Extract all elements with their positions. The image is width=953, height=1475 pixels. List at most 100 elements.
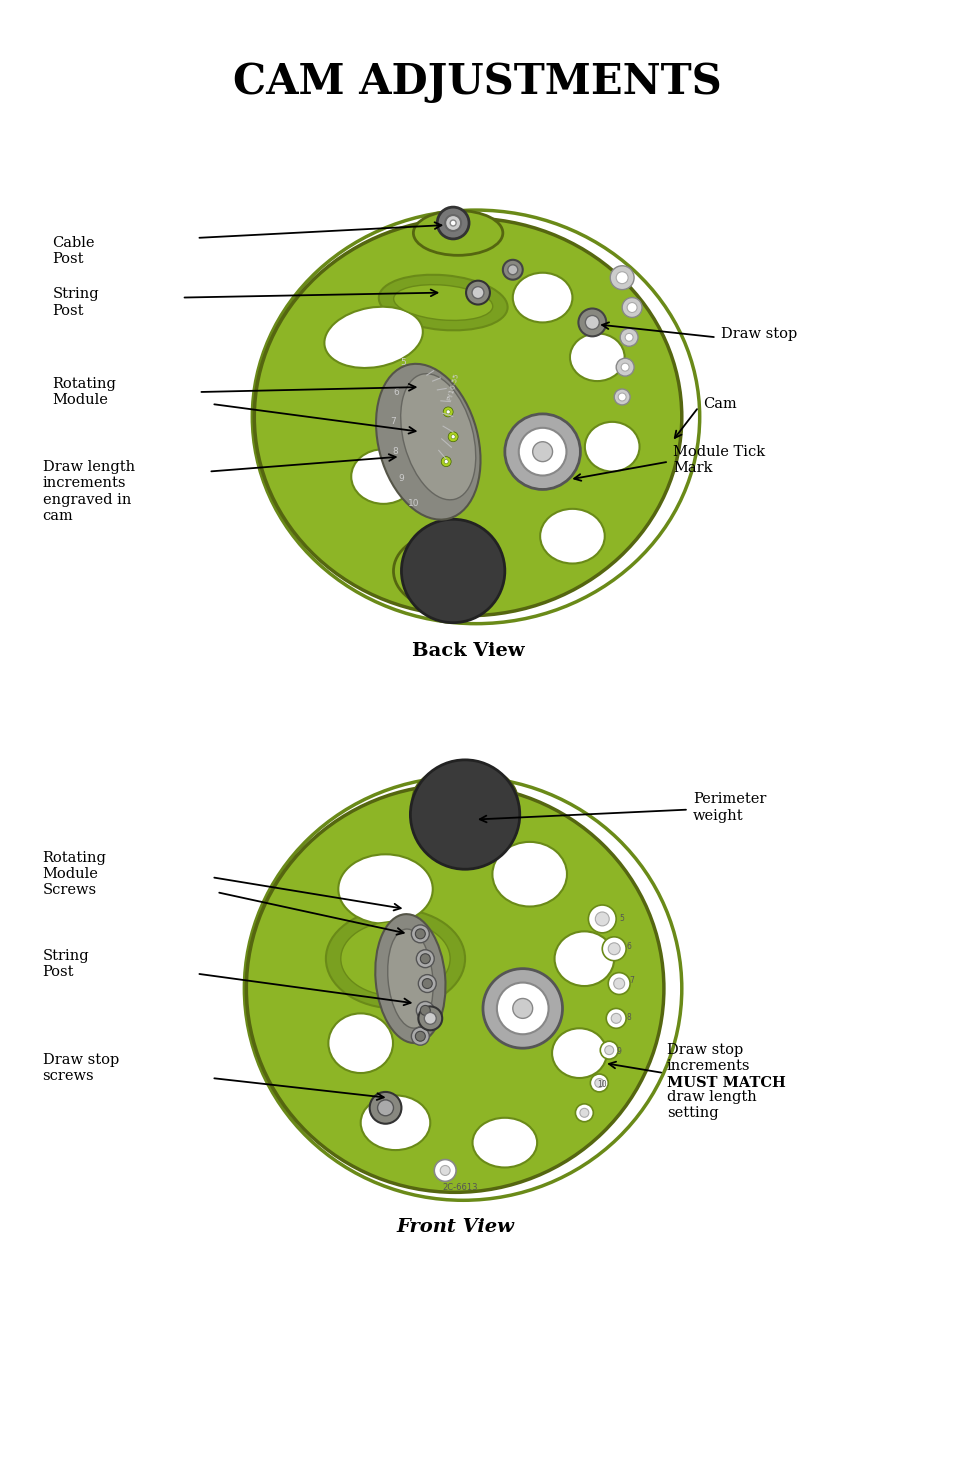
Ellipse shape	[552, 1028, 606, 1078]
Circle shape	[608, 972, 629, 994]
Ellipse shape	[539, 509, 604, 563]
Text: draw length
setting: draw length setting	[666, 1090, 756, 1120]
Circle shape	[594, 1078, 603, 1087]
Circle shape	[451, 435, 455, 438]
Text: Draw stop
increments: Draw stop increments	[666, 1043, 750, 1074]
Circle shape	[585, 316, 598, 329]
Ellipse shape	[246, 785, 663, 1192]
Circle shape	[605, 1009, 625, 1028]
Text: String
Post: String Post	[43, 948, 89, 979]
Ellipse shape	[584, 422, 639, 472]
Ellipse shape	[328, 1013, 393, 1072]
Circle shape	[579, 1108, 588, 1117]
Ellipse shape	[340, 922, 450, 996]
Text: 7: 7	[629, 976, 634, 985]
Circle shape	[604, 1046, 613, 1055]
Circle shape	[436, 207, 469, 239]
Text: 10: 10	[407, 499, 418, 507]
Circle shape	[418, 975, 436, 993]
Circle shape	[416, 950, 434, 968]
Ellipse shape	[254, 218, 681, 615]
Ellipse shape	[472, 1118, 537, 1168]
Text: Rotating
Module
Screws: Rotating Module Screws	[43, 851, 107, 897]
Text: 10: 10	[597, 1081, 606, 1090]
Circle shape	[532, 441, 552, 462]
Text: 6: 6	[394, 388, 399, 397]
Text: 8: 8	[393, 447, 398, 456]
Text: Cam: Cam	[702, 397, 736, 412]
Circle shape	[588, 906, 616, 932]
Text: Cable
Post: Cable Post	[52, 236, 95, 266]
Circle shape	[504, 414, 579, 490]
Circle shape	[507, 266, 517, 274]
Ellipse shape	[400, 373, 476, 500]
Circle shape	[411, 1027, 429, 1046]
Circle shape	[613, 978, 624, 990]
Circle shape	[618, 392, 625, 401]
Circle shape	[420, 954, 430, 963]
Ellipse shape	[393, 534, 493, 608]
Text: 8: 8	[626, 1013, 631, 1022]
Circle shape	[624, 333, 633, 341]
Circle shape	[446, 410, 450, 414]
Circle shape	[518, 428, 566, 475]
Ellipse shape	[413, 211, 502, 255]
Ellipse shape	[394, 285, 492, 320]
Circle shape	[614, 389, 629, 406]
Ellipse shape	[324, 307, 422, 367]
Circle shape	[619, 329, 638, 347]
Circle shape	[377, 1100, 393, 1115]
Text: Draw stop: Draw stop	[720, 327, 796, 341]
Ellipse shape	[492, 842, 566, 907]
Text: Back View: Back View	[412, 642, 524, 659]
Text: Draw stop
screws: Draw stop screws	[43, 1053, 119, 1083]
Circle shape	[422, 978, 432, 988]
Circle shape	[445, 215, 460, 232]
Circle shape	[369, 1092, 401, 1124]
Circle shape	[440, 457, 451, 466]
Circle shape	[595, 912, 609, 926]
Circle shape	[608, 943, 619, 954]
Ellipse shape	[387, 929, 433, 1028]
Ellipse shape	[413, 766, 517, 835]
Circle shape	[616, 271, 627, 283]
Circle shape	[439, 1165, 450, 1176]
Circle shape	[420, 1006, 430, 1015]
Circle shape	[482, 969, 562, 1049]
Circle shape	[448, 432, 457, 441]
Ellipse shape	[375, 364, 480, 519]
Circle shape	[590, 1074, 608, 1092]
Ellipse shape	[351, 450, 416, 504]
Circle shape	[611, 1013, 620, 1024]
Ellipse shape	[513, 273, 572, 323]
Circle shape	[626, 302, 637, 313]
Circle shape	[601, 937, 625, 960]
Circle shape	[466, 280, 490, 304]
Circle shape	[416, 1002, 434, 1019]
Circle shape	[502, 260, 522, 280]
Ellipse shape	[338, 854, 433, 923]
Circle shape	[410, 760, 519, 869]
Circle shape	[620, 363, 628, 372]
Ellipse shape	[326, 909, 464, 1009]
Ellipse shape	[375, 914, 445, 1043]
Ellipse shape	[569, 333, 624, 381]
Ellipse shape	[378, 274, 507, 330]
Circle shape	[450, 220, 456, 226]
Circle shape	[401, 519, 504, 622]
Text: 9: 9	[616, 1047, 621, 1056]
Text: Front View: Front View	[395, 1218, 514, 1236]
Text: CAM ADJUSTMENTS: CAM ADJUSTMENTS	[233, 60, 720, 103]
Circle shape	[424, 1012, 436, 1024]
Circle shape	[418, 1006, 442, 1030]
Text: MUST MATCH: MUST MATCH	[666, 1075, 785, 1090]
Text: 2C-6613: 2C-6613	[442, 1183, 477, 1192]
Text: String
Post: String Post	[52, 288, 99, 317]
Circle shape	[472, 286, 483, 298]
Circle shape	[575, 1103, 593, 1122]
Circle shape	[415, 929, 425, 938]
Text: 9: 9	[398, 473, 404, 482]
Ellipse shape	[360, 1096, 430, 1150]
Circle shape	[411, 925, 429, 943]
Ellipse shape	[554, 931, 614, 987]
